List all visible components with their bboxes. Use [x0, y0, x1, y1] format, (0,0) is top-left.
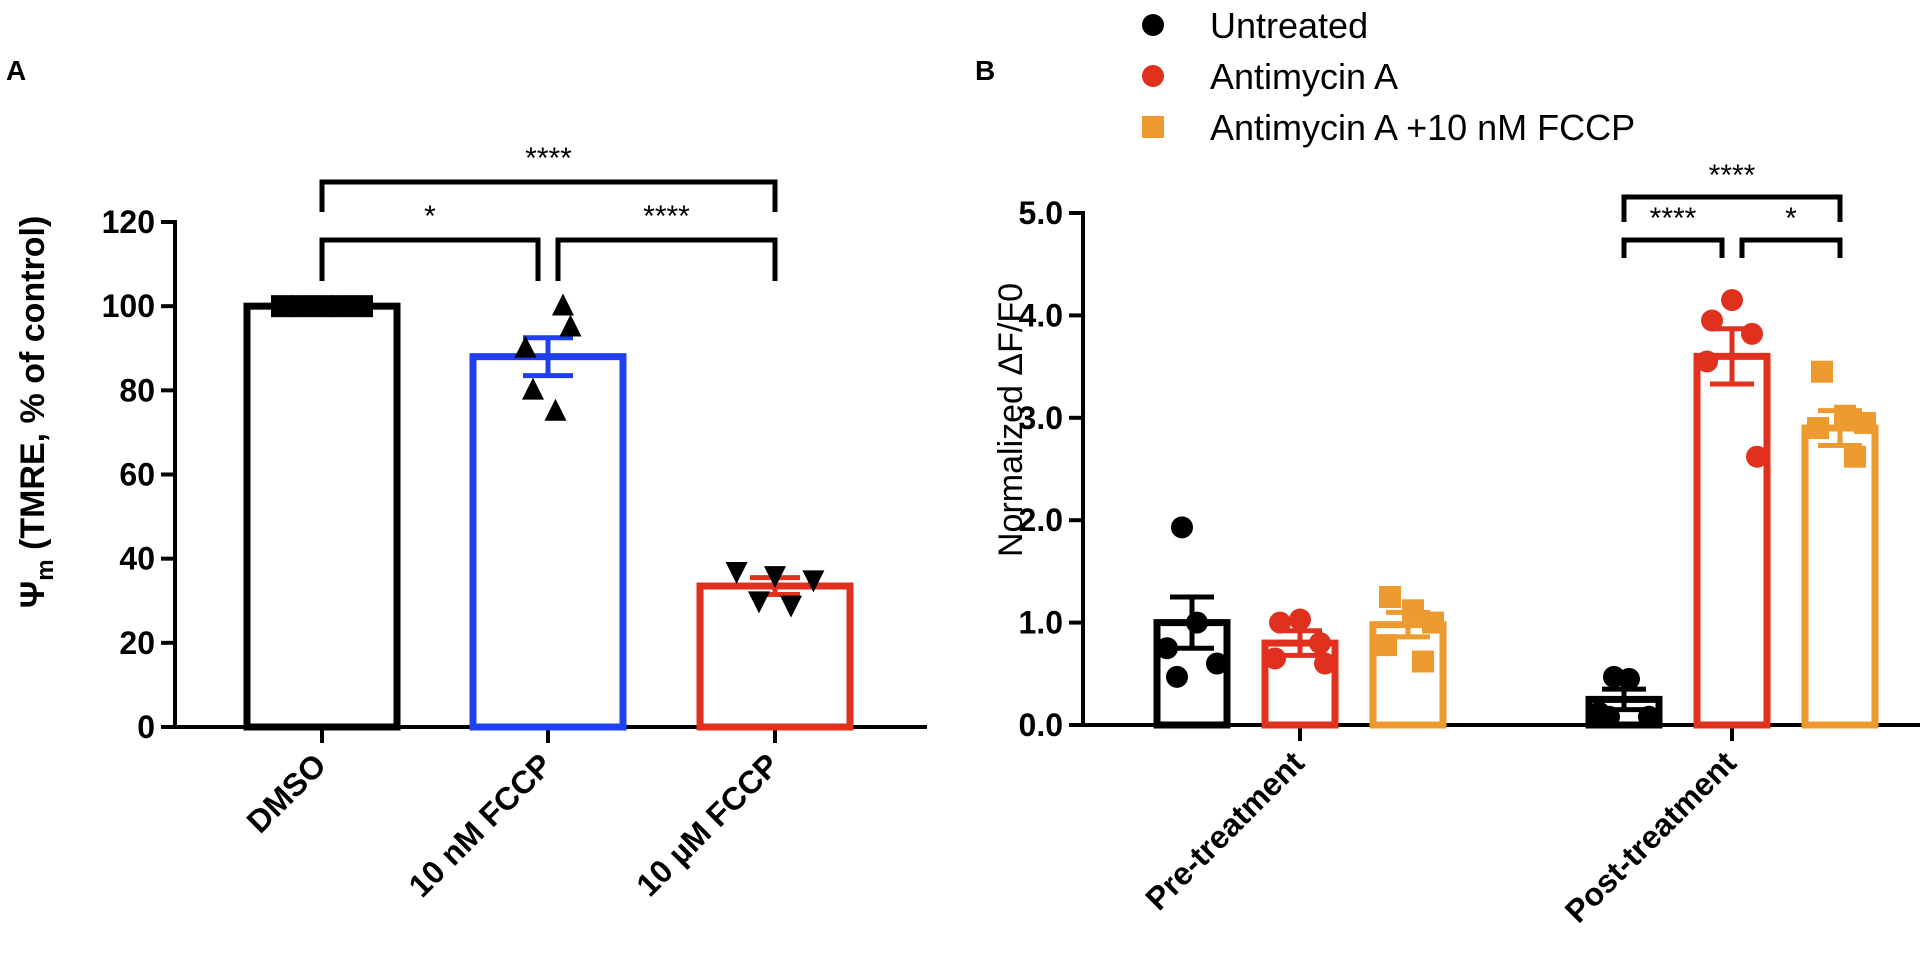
panel-b-legend-marker [1142, 116, 1164, 138]
panel-a-y-title-rest: (TMRE, % of control) [14, 216, 52, 560]
panel-a-significance-label: **** [525, 142, 572, 175]
panel-a-data-point [552, 293, 574, 316]
panel-b-data-point [1186, 611, 1208, 634]
panel-b-points [1156, 289, 1876, 728]
panel-b-y-tick-label: 2.0 [1019, 502, 1063, 538]
panel-b-significance-label: * [1785, 202, 1797, 235]
panel-a-y-tick-label: 120 [102, 204, 155, 240]
panel-b-label: B [975, 55, 995, 86]
panel-a-y-tick-label: 20 [119, 625, 155, 661]
panel-b-data-point [1412, 650, 1434, 673]
panel-b-data-point [1289, 608, 1311, 631]
panel-a-y-tick-label: 100 [102, 288, 155, 324]
panel-b-data-point [1721, 289, 1743, 312]
panel-a-data-point [331, 295, 353, 318]
panel-a-y-tick-label: 0 [137, 709, 155, 745]
panel-b-legend-label: Antimycin A +10 nM FCCP [1210, 107, 1635, 148]
panel-b-significance-bracket [1621, 237, 1725, 258]
panel-a-data-point [544, 398, 567, 421]
panel-a-significance-label: * [424, 200, 436, 233]
panel-b-legend-marker [1142, 14, 1164, 36]
panel-b-legend: Untreated Antimycin A Antimycin A +10 nM F… [1142, 5, 1635, 148]
panel-a-data-point [725, 561, 748, 584]
panel-a-data-point [764, 566, 786, 589]
panel-b-data-point [1379, 586, 1401, 608]
panel-b-data-point [1264, 647, 1286, 670]
panel-a-data-point [522, 377, 544, 400]
panel-b-data-point [1746, 445, 1768, 468]
panel-a-data-point [780, 595, 802, 618]
panel-b-significance: **** ***** [1621, 159, 1843, 258]
panel-a-data-point [311, 295, 333, 318]
panel-b-data-point [1269, 611, 1291, 634]
panel-b-significance-bracket [1739, 237, 1843, 258]
panel-b-data-point [1834, 404, 1856, 427]
panel-a-significance-bracket [319, 179, 778, 212]
panel-b-data-point [1696, 350, 1718, 373]
panel-a-label: A [6, 55, 26, 86]
panel-b-data-point [1309, 632, 1331, 655]
panel-b-data-point [1206, 652, 1228, 675]
panel-b-data-point [1375, 634, 1397, 657]
panel-a-y-tick-label: 80 [119, 372, 155, 408]
panel-a-data-point [271, 295, 293, 318]
panel-b-legend-marker [1142, 65, 1164, 87]
panel-a-data-point [351, 295, 373, 318]
panel-b-data-point [1156, 637, 1178, 660]
panel-b-data-point [1741, 322, 1763, 345]
panel-a-significance: * ******** [319, 142, 778, 281]
panel-a-data-point [748, 591, 770, 614]
panel-b-y-tick-label: 0.0 [1019, 707, 1063, 743]
panel-b-data-point [1854, 411, 1876, 434]
panel-b-y-tick-label: 3.0 [1019, 400, 1063, 436]
panel-b-y-tick-label: 5.0 [1019, 195, 1063, 231]
panel-b-data-point [1807, 417, 1829, 440]
panel-a-data-point [514, 335, 537, 358]
panel-b-significance-bracket [1621, 194, 1843, 222]
panel-b-data-point [1701, 309, 1723, 332]
panel-a-data-point [802, 570, 825, 593]
panel-a-significance-bracket [319, 237, 541, 281]
panel-b-data-point [1811, 360, 1833, 383]
panel-a-y-title-psi: Ψ [14, 581, 52, 609]
panel-b-significance-label: **** [1650, 202, 1697, 235]
panel-b-data-point [1598, 705, 1620, 728]
panel-b-data-point [1844, 445, 1866, 468]
panel-b-significance-label: **** [1709, 159, 1756, 192]
panel-b-data-point [1618, 667, 1640, 690]
panel-a-significance-label: **** [643, 200, 690, 233]
panel-b-data-point [1171, 516, 1193, 539]
panel-a-points [271, 293, 825, 618]
panel-a-y-axis-title: Ψm (TMRE, % of control) [14, 216, 59, 609]
panel-b-data-point [1402, 599, 1424, 622]
panel-b-data-point [1422, 611, 1444, 634]
panel-b-data-point [1638, 705, 1660, 728]
panel-b-y-tick-label: 4.0 [1019, 297, 1063, 333]
panel-a-y-title-subscript: m [32, 559, 59, 580]
panel-b-legend-label: Untreated [1210, 5, 1368, 46]
panel-b-legend-label: Antimycin A [1210, 56, 1398, 97]
panel-b-y-tick-label: 1.0 [1019, 605, 1063, 641]
panel-b-y-axis-title: Normalized ΔF/F0 [992, 283, 1030, 557]
panel-a-y-tick-label: 60 [119, 457, 155, 493]
panel-a-data-point [291, 295, 313, 318]
panel-a-significance-bracket [555, 237, 778, 281]
panel-b-data-point [1314, 652, 1336, 675]
panel-a-data-point [559, 314, 582, 337]
panel-b-data-point [1166, 665, 1188, 688]
panel-a-y-tick-label: 40 [119, 541, 155, 577]
